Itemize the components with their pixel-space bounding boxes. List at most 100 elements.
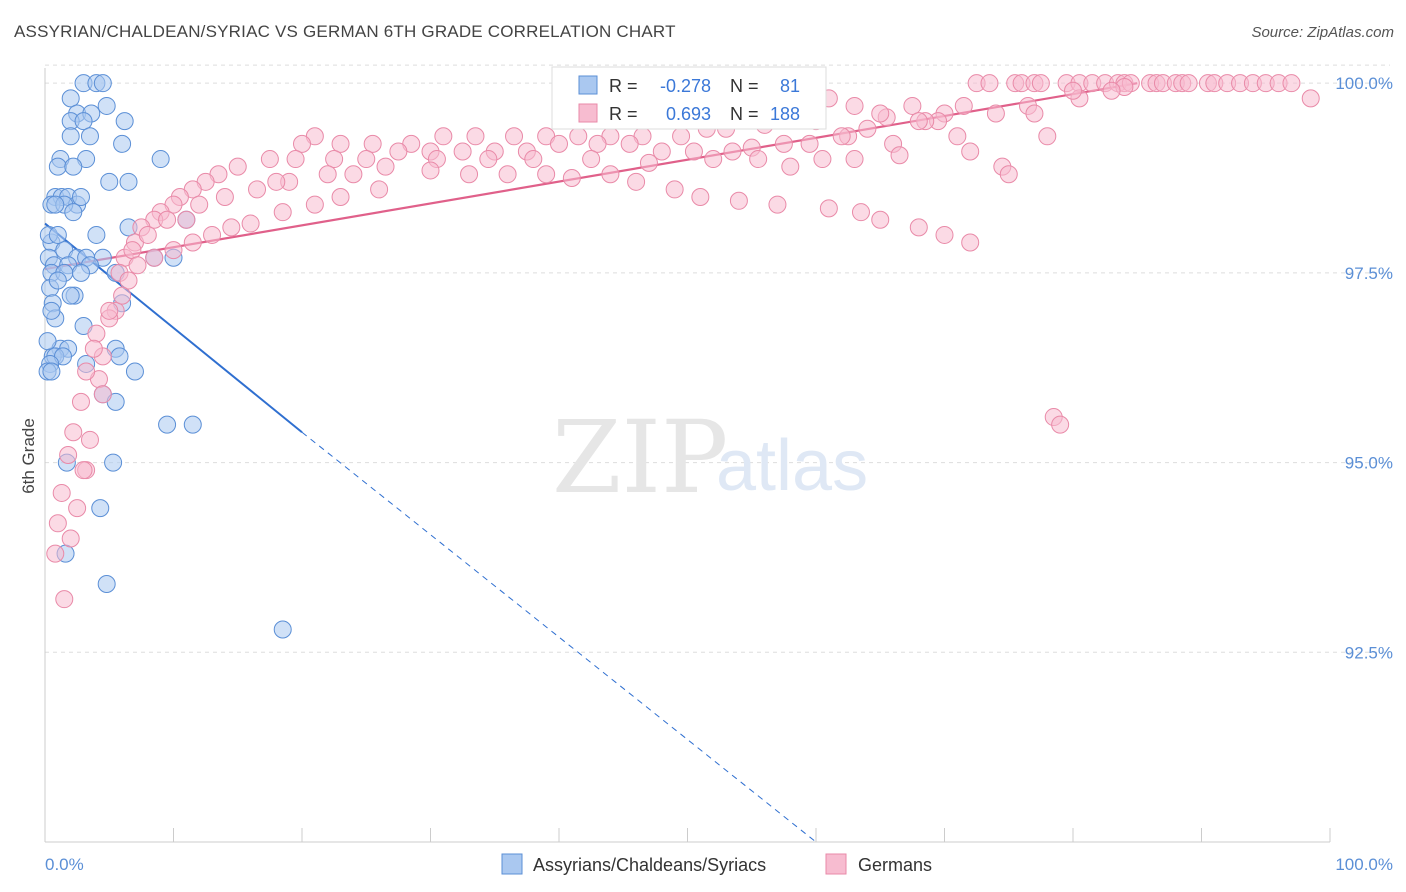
point-assyrians	[42, 362, 61, 381]
y-tick-labels: 92.5% 95.0% 97.5% 100.0%	[1335, 74, 1393, 662]
point-assyrians	[91, 499, 110, 518]
point-assyrians	[42, 301, 61, 320]
stats-pink-n-label: N =	[730, 104, 759, 124]
point-assyrians	[38, 332, 57, 351]
point-assyrians	[183, 415, 202, 434]
data-points	[38, 74, 1320, 639]
point-germans	[550, 134, 568, 153]
stats-blue-r-value: -0.278	[660, 76, 711, 96]
point-germans	[601, 165, 620, 184]
point-germans	[954, 96, 973, 115]
point-assyrians	[71, 263, 90, 282]
point-germans	[228, 157, 247, 176]
point-germans	[74, 461, 93, 480]
point-assyrians	[97, 96, 116, 115]
point-germans	[177, 210, 196, 229]
point-germans	[505, 127, 524, 146]
point-germans	[832, 127, 851, 146]
point-germans	[524, 150, 543, 169]
point-germans	[80, 430, 99, 449]
point-germans	[691, 188, 710, 206]
point-assyrians	[110, 347, 129, 366]
point-germans	[460, 165, 479, 184]
stats-pink-r-value: 0.693	[666, 104, 711, 124]
point-germans	[723, 142, 742, 161]
point-germans	[71, 392, 90, 411]
point-assyrians	[273, 620, 292, 639]
point-assyrians	[158, 415, 177, 434]
point-germans	[980, 74, 999, 93]
point-assyrians	[93, 74, 112, 93]
point-germans	[1301, 89, 1320, 108]
point-germans	[749, 150, 768, 169]
point-germans	[293, 134, 311, 153]
point-germans	[672, 127, 691, 146]
point-germans	[215, 188, 234, 206]
point-germans	[434, 127, 453, 146]
point-assyrians	[74, 112, 93, 131]
point-germans	[260, 150, 279, 169]
point-germans	[665, 180, 684, 199]
point-germans	[331, 134, 350, 153]
point-germans	[1282, 74, 1301, 93]
point-germans	[961, 142, 980, 161]
point-germans	[582, 150, 601, 169]
x-tick-label: 100.0%	[1335, 855, 1393, 874]
x-tick-label: 0.0%	[45, 855, 84, 874]
point-assyrians	[119, 172, 138, 191]
point-germans	[774, 134, 793, 153]
point-germans	[890, 146, 909, 165]
point-germans	[286, 150, 305, 169]
point-germans	[729, 191, 748, 210]
point-germans	[813, 150, 832, 169]
y-tick-label: 95.0%	[1345, 454, 1393, 473]
watermark-zip: ZIP	[552, 399, 728, 516]
point-assyrians	[104, 453, 123, 472]
point-germans	[1038, 127, 1057, 146]
point-germans	[1102, 81, 1121, 100]
stats-blue-n-value: 81	[780, 76, 800, 96]
y-axis-label: 6th Grade	[19, 418, 38, 494]
point-germans	[935, 225, 954, 244]
point-assyrians	[48, 225, 67, 244]
point-germans	[1064, 81, 1082, 100]
point-germans	[781, 157, 800, 176]
stats-blue-swatch	[578, 75, 598, 95]
point-assyrians	[80, 127, 99, 146]
point-germans	[222, 218, 241, 237]
point-germans	[248, 180, 267, 199]
point-germans	[113, 286, 132, 305]
point-germans	[84, 339, 103, 358]
point-germans	[768, 195, 787, 214]
point-germans	[145, 248, 164, 267]
point-germans	[305, 195, 324, 214]
point-germans	[652, 142, 671, 161]
point-germans	[627, 172, 646, 191]
point-germans	[903, 96, 922, 115]
x-tick-labels: 0.0% 100.0%	[45, 855, 1393, 874]
point-germans	[77, 362, 96, 381]
grid-lines	[45, 64, 1390, 653]
point-assyrians	[113, 134, 132, 153]
point-assyrians	[71, 188, 90, 206]
point-germans	[1051, 415, 1070, 434]
point-germans	[363, 134, 382, 153]
point-germans	[138, 225, 157, 244]
point-germans	[684, 142, 703, 161]
point-germans	[46, 544, 65, 563]
point-assyrians	[61, 89, 80, 108]
point-assyrians	[64, 203, 83, 222]
point-assyrians	[61, 127, 80, 146]
stats-blue-n-label: N =	[730, 76, 759, 96]
point-assyrians	[48, 271, 67, 290]
point-germans	[357, 150, 376, 169]
point-germans	[851, 203, 870, 222]
point-germans	[318, 165, 337, 184]
legend-label-germans: Germans	[858, 855, 932, 875]
watermark-atlas: atlas	[716, 426, 868, 506]
point-assyrians	[48, 157, 67, 176]
point-assyrians	[46, 195, 65, 214]
point-germans	[819, 199, 838, 218]
point-germans	[858, 119, 877, 138]
point-germans	[64, 423, 83, 442]
